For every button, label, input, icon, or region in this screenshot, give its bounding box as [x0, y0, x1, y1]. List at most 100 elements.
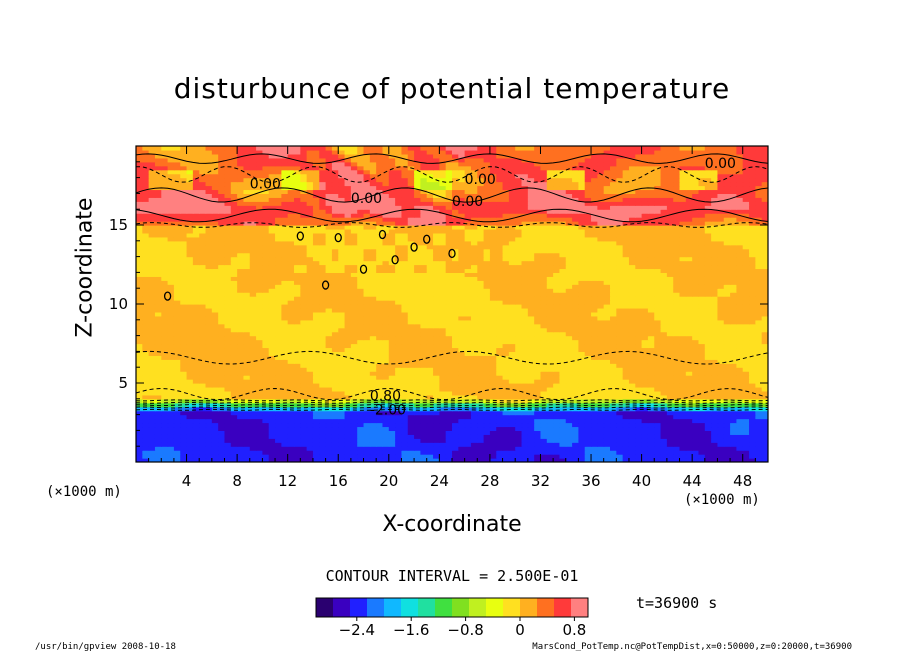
heatmap-cell [249, 335, 257, 341]
heatmap-cell [470, 335, 478, 341]
heatmap-cell [249, 406, 257, 412]
heatmap-cell [192, 339, 200, 345]
heatmap-cell [148, 458, 156, 462]
heatmap-cell [275, 418, 282, 424]
heatmap-cell [338, 268, 346, 273]
heatmap-cell [578, 422, 586, 428]
heatmap-cell [559, 414, 567, 420]
heatmap-cell [230, 434, 238, 439]
heatmap-cell [426, 331, 434, 337]
heatmap-cell [268, 450, 276, 455]
heatmap-cell [749, 406, 756, 412]
heatmap-cell [534, 375, 542, 380]
heatmap-cell [597, 363, 605, 368]
heatmap-cell [256, 311, 263, 317]
heatmap-cell [281, 422, 289, 428]
heatmap-cell [300, 327, 308, 333]
heatmap-cell [344, 454, 352, 459]
heatmap-cell [698, 438, 706, 443]
heatmap-cell [211, 422, 219, 428]
heatmap-cell [685, 276, 693, 281]
heatmap-cell [294, 331, 301, 337]
heatmap-cell [154, 414, 162, 420]
heatmap-cell [591, 442, 598, 447]
heatmap-cell [647, 315, 655, 321]
heatmap-cell [515, 422, 523, 428]
heatmap-cell [489, 288, 497, 293]
heatmap-cell [521, 351, 529, 356]
heatmap-cell [161, 288, 169, 293]
heatmap-cell [679, 315, 687, 321]
heatmap-cell [414, 327, 421, 333]
heatmap-cell [591, 426, 598, 431]
heatmap-cell [338, 300, 346, 305]
heatmap-cell [199, 446, 207, 451]
heatmap-cell [502, 268, 510, 273]
heatmap-cell [357, 355, 365, 360]
heatmap-cell [319, 434, 327, 439]
heatmap-cell [692, 430, 700, 435]
heatmap-cell [489, 446, 497, 451]
heatmap-cell [628, 311, 636, 317]
heatmap-cell [357, 296, 365, 301]
heatmap-cell [331, 430, 339, 435]
heatmap-cell [205, 422, 213, 428]
heatmap-cell [477, 359, 485, 364]
heatmap-cell [173, 351, 181, 356]
heatmap-cell [704, 450, 712, 455]
heatmap-cell [249, 327, 257, 333]
heatmap-cell [180, 276, 188, 281]
heatmap-cell [660, 418, 668, 424]
heatmap-cell [344, 323, 352, 329]
heatmap-cell [237, 418, 245, 424]
heatmap-cell [452, 355, 459, 360]
heatmap-cell [673, 375, 681, 380]
heatmap-cell [553, 307, 561, 313]
heatmap-cell [388, 410, 396, 416]
heatmap-cell [755, 367, 763, 372]
heatmap-cell [730, 418, 737, 424]
heatmap-cell [407, 284, 415, 289]
heatmap-cell [477, 458, 485, 462]
heatmap-cell [338, 288, 346, 293]
heatmap-cell [452, 430, 459, 435]
heatmap-cell [300, 307, 308, 313]
heatmap-cell [603, 414, 611, 420]
heatmap-cell [477, 375, 485, 380]
heatmap-cell [325, 300, 333, 305]
heatmap-cell [382, 442, 390, 447]
heatmap-cell [470, 327, 478, 333]
heatmap-cell [445, 438, 453, 443]
heatmap-cell [515, 347, 523, 352]
heatmap-cell [205, 379, 213, 384]
heatmap-cell [534, 339, 542, 345]
heatmap-cell [414, 300, 421, 305]
heatmap-cell [224, 430, 232, 435]
heatmap-cell [445, 284, 453, 289]
heatmap-cell [325, 450, 333, 455]
heatmap-cell [502, 284, 510, 289]
heatmap-cell [502, 402, 510, 408]
heatmap-cell [319, 335, 327, 341]
heatmap-cell [458, 367, 466, 372]
heatmap-cell [692, 268, 700, 273]
heatmap-cell [414, 406, 421, 412]
heatmap-cell [508, 383, 516, 388]
heatmap-cell [445, 351, 453, 356]
heatmap-cell [312, 355, 320, 360]
heatmap-cell [698, 311, 706, 317]
heatmap-cell [382, 288, 390, 293]
heatmap-cell [761, 347, 768, 352]
heatmap-cell [173, 343, 181, 349]
heatmap-cell [483, 383, 491, 388]
heatmap-cell [433, 355, 440, 360]
heatmap-cell [439, 418, 447, 424]
heatmap-cell [578, 292, 586, 297]
heatmap-cell [635, 454, 643, 459]
heatmap-cell [249, 371, 257, 376]
heatmap-cell [256, 450, 263, 455]
heatmap-cell [173, 323, 181, 329]
heatmap-cell [312, 304, 320, 309]
heatmap-cell [458, 359, 466, 364]
heatmap-cell [641, 406, 649, 412]
